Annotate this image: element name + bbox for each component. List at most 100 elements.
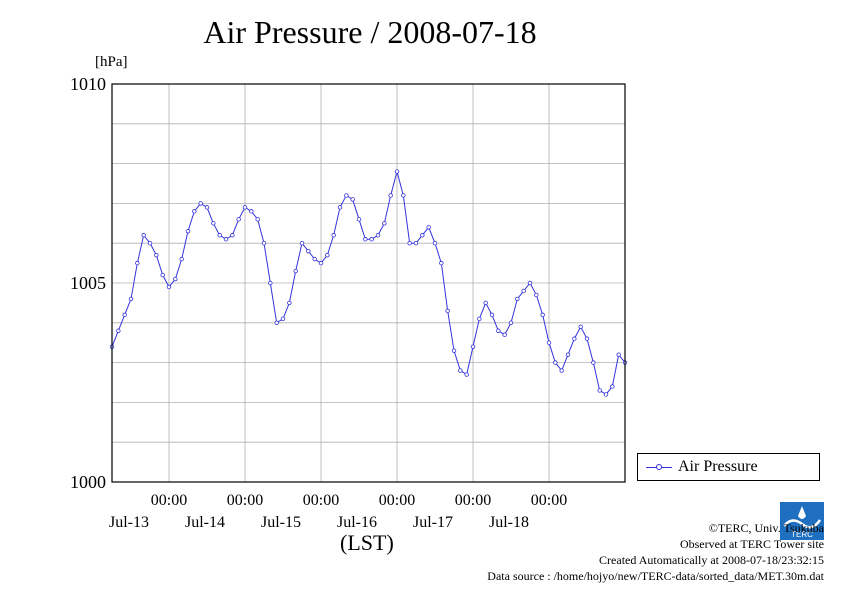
data-point: [451, 348, 457, 353]
data-point: [198, 201, 203, 206]
data-point: [363, 237, 368, 242]
data-point: [211, 221, 216, 226]
data-point: [413, 240, 419, 246]
data-point: [192, 209, 197, 214]
data-point: [477, 316, 482, 322]
data-point: [141, 233, 146, 238]
data-point: [445, 308, 450, 314]
data-point: [483, 300, 488, 306]
data-point: [420, 233, 425, 238]
data-point: [521, 288, 526, 294]
x-tick-date-label: Jul-18: [489, 514, 529, 531]
data-point: [388, 193, 393, 198]
data-point: [540, 312, 545, 318]
data-point: [439, 260, 444, 266]
data-point: [147, 240, 153, 246]
x-tick-date-label: Jul-16: [337, 514, 377, 531]
x-tick-time-label: 00:00: [379, 492, 415, 509]
data-point: [546, 340, 552, 345]
x-axis-title: (LST): [340, 530, 394, 555]
data-point: [470, 344, 476, 349]
data-point: [591, 360, 596, 365]
data-point: [464, 372, 469, 377]
data-point: [116, 328, 121, 333]
x-tick-time-label: 00:00: [455, 492, 491, 509]
data-point: [527, 280, 533, 286]
data-point: [407, 240, 412, 246]
data-point: [515, 296, 520, 302]
x-tick-date-label: Jul-17: [413, 514, 453, 531]
chart-title: Air Pressure / 2008-07-18: [203, 14, 537, 50]
x-tick-time-label: 00:00: [531, 492, 567, 509]
data-point: [375, 233, 381, 238]
y-axis-unit: [hPa]: [95, 54, 128, 70]
data-point: [553, 360, 558, 365]
data-point: [160, 272, 165, 278]
x-tick-time-label: 00:00: [227, 492, 263, 509]
y-tick-label: 1010: [70, 74, 106, 94]
data-point: [154, 252, 159, 258]
data-point: [261, 240, 267, 246]
data-point: [337, 205, 343, 210]
x-tick-time-label: 00:00: [303, 492, 339, 509]
data-point: [325, 252, 330, 258]
series-line: [111, 169, 626, 396]
data-point: [318, 260, 324, 266]
data-point: [179, 256, 184, 262]
logo-text: TERC: [791, 530, 813, 539]
data-point: [274, 320, 279, 325]
data-point: [350, 197, 355, 202]
legend: Air Pressure: [637, 453, 820, 481]
x-tick-date-label: Jul-15: [261, 514, 301, 531]
data-point: [312, 256, 317, 262]
data-point: [255, 217, 260, 222]
legend-label: Air Pressure: [678, 458, 758, 475]
data-point: [299, 240, 305, 246]
grid-lines: [112, 84, 625, 482]
data-point: [369, 237, 374, 242]
legend-swatch-icon: [646, 462, 672, 472]
data-point: [616, 352, 621, 357]
data-point: [508, 320, 514, 325]
data-point: [489, 312, 495, 318]
data-point: [128, 296, 134, 302]
y-tick-label: 1000: [70, 472, 106, 492]
data-point: [331, 233, 336, 238]
data-point: [204, 205, 210, 210]
credit-site: Observed at TERC Tower site: [679, 537, 824, 551]
data-point: [356, 217, 362, 222]
series-air-pressure: [109, 169, 628, 397]
y-axis-ticks: 1000 1005 1010: [70, 74, 106, 492]
data-point: [534, 292, 539, 298]
data-point: [432, 240, 438, 246]
data-point: [249, 209, 254, 214]
data-point: [382, 221, 387, 226]
data-point: [280, 316, 286, 322]
data-point: [185, 229, 191, 234]
data-point: [173, 276, 178, 282]
data-point: [578, 324, 583, 329]
data-point: [230, 233, 235, 238]
x-tick-date-label: Jul-14: [185, 514, 225, 531]
x-tick-date-label: Jul-13: [109, 514, 149, 531]
y-tick-label: 1005: [70, 273, 106, 293]
data-point: [217, 233, 222, 238]
data-point: [502, 332, 507, 337]
data-point: [559, 368, 564, 373]
data-point: [597, 388, 602, 393]
data-point: [135, 260, 140, 266]
data-point: [458, 368, 463, 373]
credit-copyright: ©TERC, Univ. Tsukuba: [708, 521, 824, 535]
data-point: [223, 237, 229, 242]
data-point: [344, 193, 349, 198]
data-point: [242, 205, 248, 210]
data-point: [236, 217, 241, 222]
data-point: [293, 268, 298, 274]
data-point: [426, 225, 431, 230]
data-point: [287, 300, 292, 306]
data-point: [401, 193, 406, 198]
plot-frame: [111, 83, 626, 483]
data-point: [306, 248, 311, 254]
x-tick-time-label: 00:00: [151, 492, 187, 509]
